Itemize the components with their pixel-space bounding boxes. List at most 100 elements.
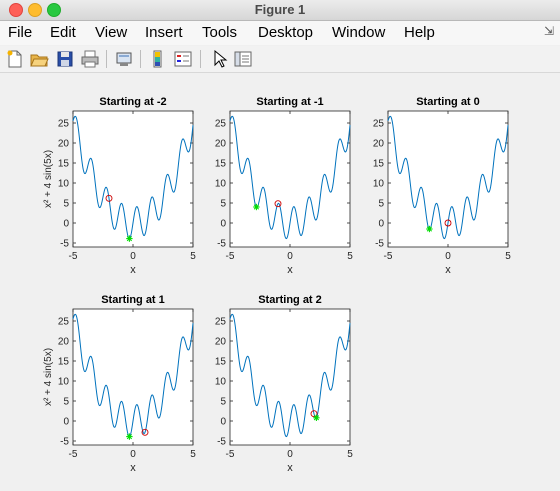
save-icon[interactable] bbox=[55, 49, 75, 69]
axes-box-2 bbox=[229, 110, 351, 248]
menu-desktop[interactable]: Desktop bbox=[258, 24, 314, 41]
colorbar-icon[interactable] bbox=[148, 49, 168, 69]
pointer-icon[interactable] bbox=[209, 49, 229, 69]
end-point-marker-5 bbox=[313, 415, 320, 421]
x-axis-label: x bbox=[287, 264, 293, 276]
maximize-window-button[interactable] bbox=[47, 3, 61, 17]
close-window-button[interactable] bbox=[9, 3, 23, 17]
subplot-title-2: Starting at -1 bbox=[256, 96, 323, 108]
y-tick-label: 5 bbox=[220, 199, 226, 210]
y-tick-label: 0 bbox=[63, 219, 69, 230]
function-curve-1 bbox=[72, 115, 194, 240]
x-tick-label: 5 bbox=[190, 449, 196, 460]
y-tick-label: -5 bbox=[217, 239, 226, 250]
y-tick-label: 5 bbox=[63, 199, 69, 210]
y-tick-label: 25 bbox=[58, 317, 70, 328]
y-tick-label: 25 bbox=[58, 119, 70, 130]
menu-help[interactable]: Help bbox=[404, 24, 435, 41]
start-point-marker-1 bbox=[105, 194, 113, 202]
y-tick-label: 10 bbox=[215, 179, 227, 190]
y-tick-label: 0 bbox=[63, 417, 69, 428]
y-tick-label: 25 bbox=[373, 119, 385, 130]
menu-view[interactable]: View bbox=[95, 24, 128, 41]
x-axis-label: x bbox=[287, 462, 293, 474]
y-tick-label: 0 bbox=[378, 219, 384, 230]
x-tick-label: -5 bbox=[226, 449, 235, 460]
start-point-marker-2 bbox=[274, 200, 282, 208]
x-tick-label: 0 bbox=[130, 449, 136, 460]
y-tick-label: 20 bbox=[58, 337, 70, 348]
y-tick-label: 10 bbox=[215, 377, 227, 388]
y-tick-label: 5 bbox=[378, 199, 384, 210]
x-tick-label: 0 bbox=[445, 251, 451, 262]
x-tick-label: 0 bbox=[130, 251, 136, 262]
subplot-title-4: Starting at 1 bbox=[101, 294, 165, 306]
x-axis-label: x bbox=[130, 264, 136, 276]
x-tick-label: 0 bbox=[287, 251, 293, 262]
y-tick-label: 20 bbox=[58, 139, 70, 150]
function-curve-3 bbox=[387, 115, 509, 240]
y-tick-label: 15 bbox=[58, 357, 70, 368]
minimize-window-button[interactable] bbox=[28, 3, 42, 17]
menu-expand-icon[interactable]: ⇲ bbox=[543, 24, 554, 38]
function-curve-5 bbox=[229, 313, 351, 438]
y-tick-label: 5 bbox=[220, 397, 226, 408]
menu-insert[interactable]: Insert bbox=[145, 24, 183, 41]
axes-box-5 bbox=[229, 308, 351, 446]
menu-tools[interactable]: Tools bbox=[202, 24, 238, 41]
x-axis-label: x bbox=[130, 462, 136, 474]
subplot-title-3: Starting at 0 bbox=[416, 96, 480, 108]
function-curve-2 bbox=[229, 115, 351, 240]
print-icon[interactable] bbox=[80, 49, 100, 69]
end-point-marker-2 bbox=[253, 204, 260, 210]
title-bar: Figure 1 bbox=[0, 0, 560, 21]
menu-edit[interactable]: Edit bbox=[50, 24, 76, 41]
y-tick-label: -5 bbox=[375, 239, 384, 250]
x-tick-label: -5 bbox=[69, 449, 78, 460]
open-file-icon[interactable] bbox=[29, 49, 49, 69]
y-tick-label: -5 bbox=[60, 239, 69, 250]
y-tick-label: 15 bbox=[215, 159, 227, 170]
menu-bar: File Edit View Insert Tools Desktop Wind… bbox=[0, 21, 560, 45]
y-tick-label: 20 bbox=[215, 139, 227, 150]
x-tick-label: -5 bbox=[384, 251, 393, 262]
y-tick-label: -5 bbox=[60, 437, 69, 448]
subplot-title-1: Starting at -2 bbox=[99, 96, 166, 108]
y-tick-label: 20 bbox=[215, 337, 227, 348]
x-axis-label: x bbox=[445, 264, 451, 276]
x-tick-label: 5 bbox=[347, 251, 353, 262]
y-tick-label: 20 bbox=[373, 139, 385, 150]
start-point-marker-4 bbox=[141, 428, 149, 436]
legend-icon[interactable] bbox=[173, 49, 193, 69]
y-tick-label: -5 bbox=[217, 437, 226, 448]
y-tick-label: 10 bbox=[58, 179, 70, 190]
new-figure-icon[interactable] bbox=[5, 49, 25, 69]
x-tick-label: -5 bbox=[69, 251, 78, 262]
y-axis-label: x² + 4 sin(5x) bbox=[43, 348, 54, 406]
y-tick-label: 15 bbox=[373, 159, 385, 170]
x-tick-label: 5 bbox=[347, 449, 353, 460]
subplot-title-5: Starting at 2 bbox=[258, 294, 322, 306]
x-tick-label: 0 bbox=[287, 449, 293, 460]
menu-file[interactable]: File bbox=[8, 24, 33, 41]
axes-box-4 bbox=[72, 308, 194, 446]
toolbar bbox=[0, 46, 560, 73]
y-tick-label: 15 bbox=[215, 357, 227, 368]
y-tick-label: 10 bbox=[58, 377, 70, 388]
y-tick-label: 0 bbox=[220, 417, 226, 428]
axes-box-3 bbox=[387, 110, 509, 248]
y-tick-label: 25 bbox=[215, 119, 227, 130]
figure-canvas: Starting at -2 25 20 15 10 5 0 -5 -5 0 5 x x² + 4 si… bbox=[0, 73, 560, 486]
x-tick-label: 5 bbox=[190, 251, 196, 262]
function-curve-4 bbox=[72, 313, 194, 438]
y-tick-label: 15 bbox=[58, 159, 70, 170]
property-editor-icon[interactable] bbox=[233, 49, 253, 69]
y-tick-label: 25 bbox=[215, 317, 227, 328]
window-title: Figure 1 bbox=[254, 2, 306, 17]
y-tick-label: 0 bbox=[220, 219, 226, 230]
y-axis-label: x² + 4 sin(5x) bbox=[43, 150, 54, 208]
menu-window[interactable]: Window bbox=[332, 24, 386, 41]
link-icon[interactable] bbox=[114, 49, 134, 69]
start-point-marker-3 bbox=[444, 219, 452, 227]
